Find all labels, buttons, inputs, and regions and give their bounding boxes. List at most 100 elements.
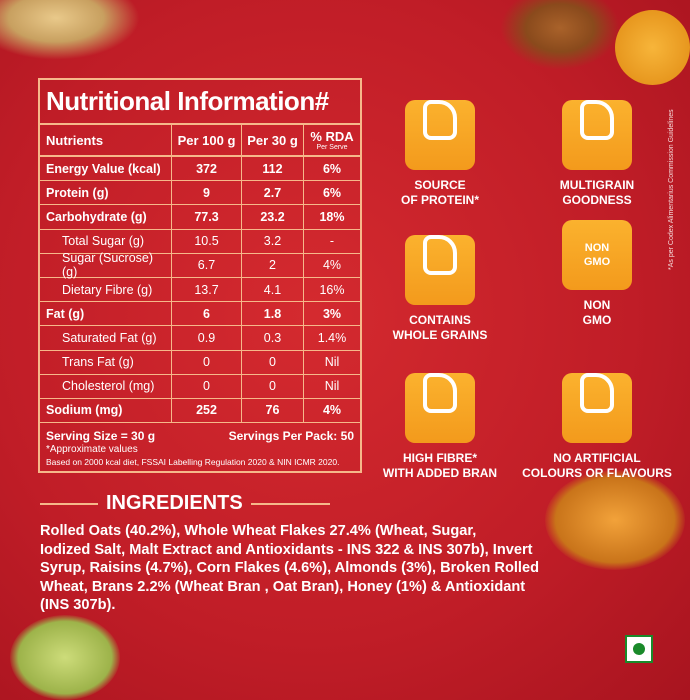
table-cell: - [329,234,335,249]
icon-glyph [423,235,457,275]
header-cell: % RDA Per Serve [304,125,360,155]
table-cell: 0 [172,374,242,398]
table-cell: 1.8 [242,302,304,326]
table-cell: Sodium (mg) [40,398,172,423]
table-cell: Trans Fat (g) [40,350,172,374]
table-row: Energy Value (kcal) 372 112 6% [40,157,360,182]
header-cell: Nutrients [40,125,172,155]
header-text: Per 100 g [177,132,236,148]
side-note: *As per Codex Alimentarius Commission Gu… [668,109,675,270]
table-cell: 112 [242,157,304,181]
table-cell: 2 [242,253,304,277]
table-cell: 6 [172,302,242,326]
table-cell: Total Sugar (g) [40,229,172,253]
badge-icon [405,100,475,170]
badge-label-line: COLOURS OR FLAVOURS [522,466,672,480]
badge-label-line: HIGH FIBRE* [402,451,477,465]
table-cell: Cholesterol (mg) [40,374,172,398]
ingredients-line: Rolled Oats (40.2%), Whole Wheat Flakes … [40,523,477,539]
badge-label-line: GMO [582,313,612,327]
badge-label: HIGH FIBRE* WITH ADDED BRAN [365,451,515,481]
badge-label-line: GOODNESS [562,193,632,207]
table-row: Trans Fat (g) 0 0 Nil [40,350,360,375]
ingredients-line: (INS 307b). [40,597,116,613]
badge: CONTAINS WHOLE GRAINS [365,220,515,343]
ingredients-line: Wheat, Brans 2.2% (Wheat Bran , Oat Bran… [40,578,526,595]
oats-decoration [0,0,140,60]
badge: HIGH FIBRE* WITH ADDED BRAN [365,358,515,481]
badge-label: SOURCE OF PROTEIN* [365,178,515,208]
badge-icon [405,373,475,443]
table-cell: 1.4% [317,330,347,345]
table-title: Nutritional Information# [40,80,360,125]
table-cell: 16% [319,282,345,297]
badge-label-line: WHOLE GRAINS [392,328,488,342]
table-cell: Carbohydrate (g) [40,205,172,229]
table-header: Nutrients Per 100 g Per 30 g % RDA Per Serve [40,125,360,157]
serving-info: Serving Size = 30 g Servings Per Pack: 5… [40,423,360,443]
ingredients-title: INGREDIENTS [106,492,243,514]
badge-label: NO ARTIFICIAL COLOURS OR FLAVOURS [522,451,672,481]
icon-glyph [580,373,614,413]
badge-icon [562,373,632,443]
table-cell: 0.9 [172,326,242,350]
table-row: Dietary Fibre (g) 13.7 4.1 16% [40,277,360,303]
note: Based on 2000 kcal diet, FSSAI Labelling… [46,457,340,468]
ingredients-line: Syrup, Raisins (4.7%), Corn Flakes (4.6%… [40,560,540,576]
table-cell: 6.7 [172,253,242,277]
table-cell: 4.1 [242,277,304,302]
table-cell: 4% [322,403,342,418]
table-row: Sodium (mg) 252 76 4% [40,398,360,424]
badge-icon: NON GMO [562,220,632,290]
badge: SOURCE OF PROTEIN* [365,85,515,208]
table-cell: 13.7 [172,277,242,302]
grapes-decoration [10,615,120,700]
badge-label-line: MULTIGRAIN [559,178,635,192]
table-cell: 252 [172,398,242,423]
ingredients-text: Rolled Oats (40.2%), Whole Wheat Flakes … [40,522,539,615]
table-cell: Nil [324,379,340,394]
table-row: Total Sugar (g) 10.5 3.2 - [40,229,360,254]
ingredients-heading: INGREDIENTS [40,492,330,515]
table-cell: 0 [242,350,304,374]
table-cell: 76 [242,398,304,423]
almonds-decoration [500,0,620,70]
header-text: % RDA [310,129,354,144]
table-cell: 372 [172,157,242,181]
honey-dipper-decoration [545,470,685,570]
table-cell: Energy Value (kcal) [40,157,172,181]
table-cell: 3.2 [242,229,304,253]
serving-size: Serving Size = 30 g [46,429,156,444]
table-cell: 0 [242,374,304,398]
badge-icon [405,235,475,305]
badge: MULTIGRAIN GOODNESS [522,85,672,208]
header-note: Per Serve [316,144,348,151]
note: *Approximate values [46,444,138,456]
nutrition-table: Nutritional Information# Nutrients Per 10… [38,78,362,474]
table-cell: 9 [172,181,242,205]
table-row: Cholesterol (mg) 0 0 Nil [40,374,360,399]
table-cell: 4% [322,258,342,273]
header-text: Per 30 g [247,132,298,148]
badge: NON GMO NON GMO [522,220,672,328]
table-row: Carbohydrate (g) 77.3 23.2 18% [40,205,360,230]
header-cell: Per 30 g [242,125,304,155]
table-cell: Saturated Fat (g) [40,326,172,350]
header-cell: Per 100 g [172,125,242,155]
table-cell: 6% [322,161,342,176]
table-cell: 2.7 [242,181,304,205]
table-cell: 23.2 [242,205,304,229]
ingredients-line: Iodized Salt, Malt Extract and Antioxida… [40,541,533,558]
badge-label: MULTIGRAIN GOODNESS [522,178,672,208]
badge-label: NON GMO [522,298,672,328]
badge-label: CONTAINS WHOLE GRAINS [365,313,515,343]
table-cell: 77.3 [172,205,242,229]
veg-mark [625,635,653,663]
badge-label-line: SOURCE [414,178,466,192]
badge: NO ARTIFICIAL COLOURS OR FLAVOURS [522,358,672,481]
table-row: Saturated Fat (g) 0.9 0.3 1.4% [40,326,360,351]
table-cell: 18% [319,209,345,224]
icon-glyph [423,373,457,413]
